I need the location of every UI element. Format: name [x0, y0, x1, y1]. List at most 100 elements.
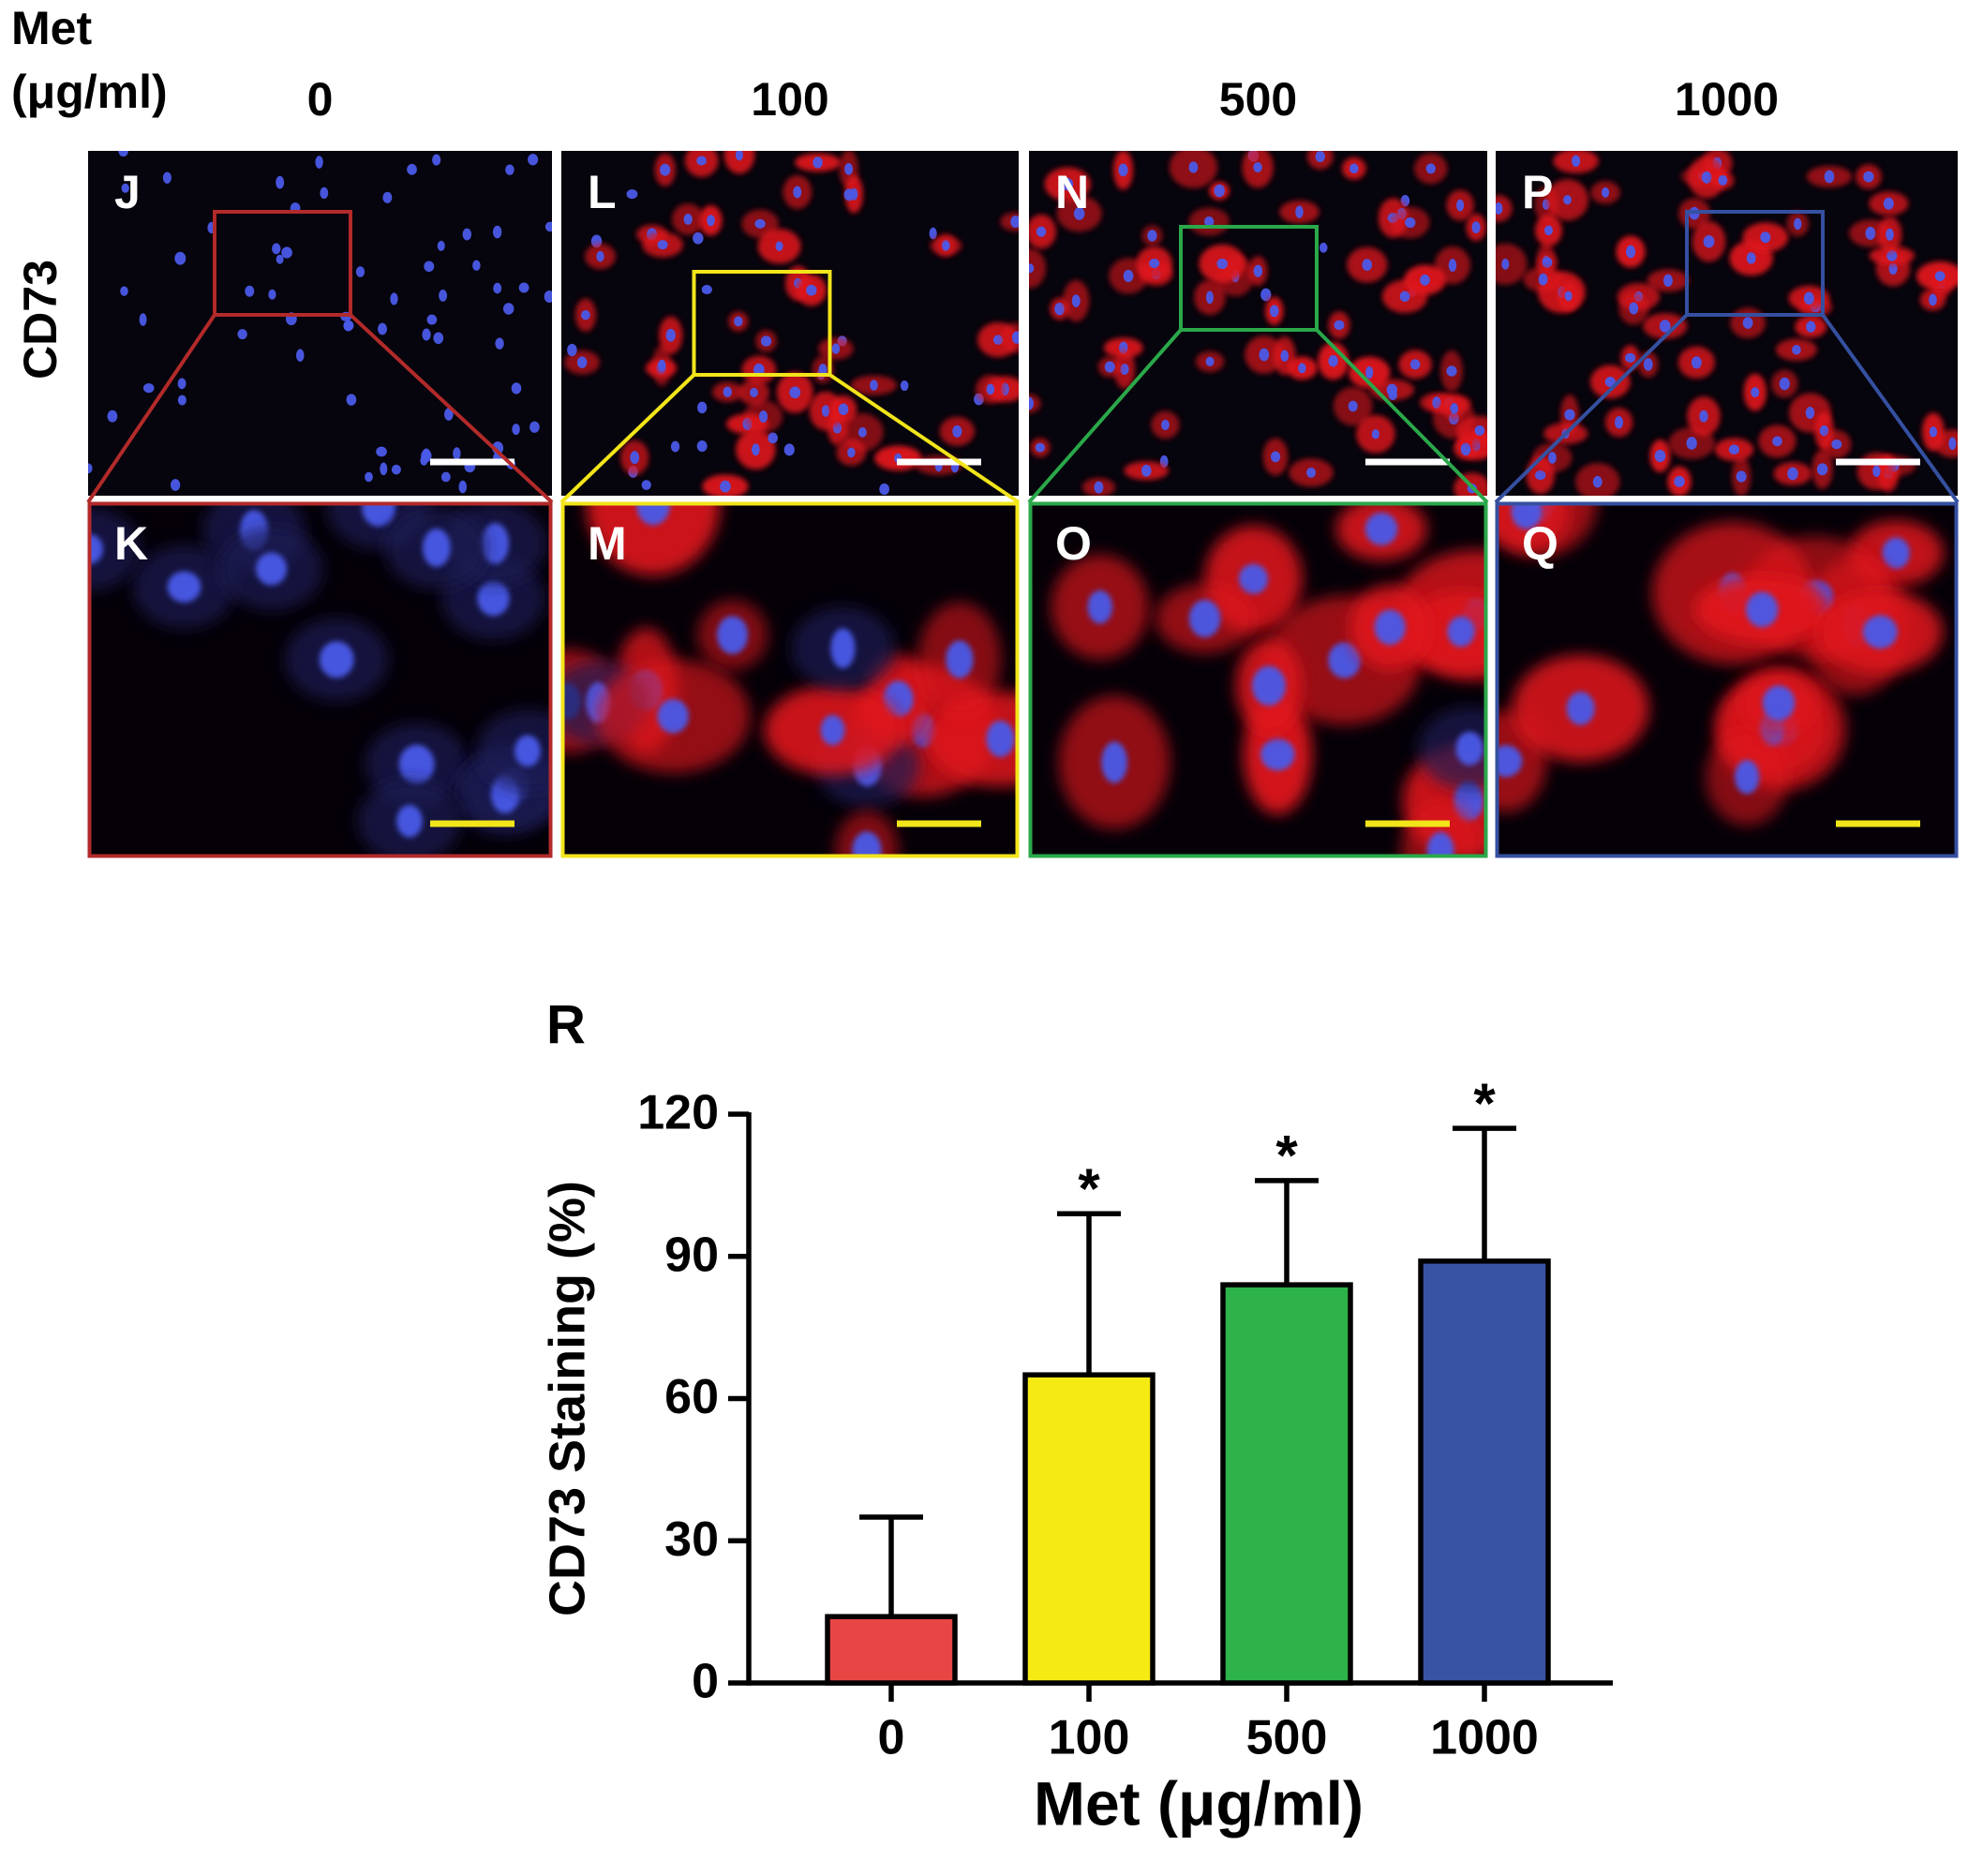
nucleus	[1214, 184, 1225, 198]
nucleus	[1471, 221, 1481, 234]
nucleus	[1362, 259, 1373, 272]
nucleus	[760, 335, 772, 347]
nucleus	[806, 284, 817, 296]
nucleus	[1548, 452, 1557, 464]
nucleus	[1566, 692, 1595, 725]
nucleus	[1745, 591, 1779, 628]
bar	[1418, 1258, 1551, 1686]
nucleus	[665, 328, 676, 342]
stain-label: CD73	[14, 260, 67, 380]
nucleus	[398, 744, 435, 784]
zoom-connector	[828, 373, 1021, 504]
nucleus	[1149, 258, 1160, 269]
zoom-box	[1685, 210, 1825, 317]
nucleus	[1882, 537, 1910, 570]
nucleus	[1626, 245, 1636, 259]
nucleus	[376, 446, 387, 457]
nucleus	[1831, 439, 1842, 450]
nucleus	[758, 410, 768, 424]
nucleus	[1203, 216, 1215, 227]
nucleus	[1511, 502, 1543, 529]
x-tick-label: 100	[1049, 1711, 1130, 1765]
nucleus	[768, 432, 778, 444]
panel-border	[1495, 501, 1959, 858]
panel-label: P	[1522, 166, 1553, 218]
nucleus	[1699, 409, 1708, 423]
nucleus	[1601, 186, 1610, 198]
nucleus	[365, 471, 373, 483]
nucleus	[1104, 361, 1115, 373]
nucleus	[641, 480, 651, 490]
nucleus	[1270, 451, 1281, 463]
nucleus	[1742, 317, 1753, 329]
nucleus	[544, 290, 552, 304]
nucleus	[1886, 249, 1898, 261]
nucleus	[1886, 228, 1894, 241]
nucleus	[512, 424, 520, 436]
cytoplasm	[926, 691, 1019, 787]
cytoplasm	[1455, 416, 1487, 445]
zoom-connector	[1821, 313, 1960, 504]
micrograph: J	[88, 151, 552, 496]
nucleus	[1572, 155, 1581, 168]
nucleus	[1543, 225, 1553, 236]
micrograph-content	[561, 151, 1019, 496]
nucleus	[1036, 226, 1047, 237]
nucleus	[1496, 745, 1523, 778]
x-tick-label: 0	[878, 1711, 905, 1765]
nucleus	[734, 316, 743, 327]
nucleus	[174, 251, 186, 265]
nucleus	[750, 387, 758, 397]
nucleus	[720, 480, 731, 493]
nucleus	[820, 714, 845, 746]
zoom-box	[1179, 225, 1319, 332]
nucleus	[1542, 257, 1553, 268]
nucleus	[900, 380, 909, 392]
dose-header: 100	[751, 73, 828, 126]
zoom-connector	[1027, 328, 1183, 504]
nucleus	[493, 282, 502, 294]
nucleus	[88, 463, 93, 474]
micrograph-content	[1029, 151, 1487, 496]
nucleus	[407, 163, 417, 175]
nucleus	[1260, 288, 1272, 302]
nucleus	[1120, 364, 1129, 375]
micrograph-content	[1496, 502, 1958, 857]
nucleus	[1751, 387, 1760, 398]
significance-mark: *	[1078, 1157, 1100, 1220]
micrograph-content	[1496, 151, 1958, 496]
cytoplasm	[88, 507, 141, 590]
nucleus	[1029, 263, 1035, 274]
nucleus	[1147, 230, 1157, 242]
micrograph: L	[561, 151, 1019, 496]
nucleus	[1364, 513, 1398, 545]
nucleus	[1029, 396, 1035, 410]
nucleus	[390, 292, 398, 305]
nucleus	[1701, 171, 1712, 184]
nucleus	[1101, 741, 1128, 783]
nucleus	[789, 386, 801, 399]
nucleus	[421, 449, 432, 463]
nucleus	[1446, 365, 1457, 377]
nucleus	[775, 241, 783, 251]
nucleus	[276, 175, 285, 189]
nucleus	[696, 156, 708, 166]
nucleus	[1934, 271, 1946, 281]
nucleus	[1806, 320, 1816, 333]
nucleus	[1824, 170, 1835, 184]
nucleus	[697, 401, 708, 414]
nucleus	[1010, 216, 1019, 229]
nucleus	[844, 163, 854, 175]
nucleus	[1426, 831, 1454, 857]
nucleus	[177, 378, 186, 390]
panel-border	[87, 501, 553, 858]
cytoplasm	[1029, 248, 1047, 289]
zoom-connector	[86, 313, 216, 504]
nucleus	[1260, 738, 1295, 771]
nucleus	[1888, 262, 1898, 275]
nucleus	[529, 421, 540, 433]
nucleus	[320, 186, 329, 200]
nucleus	[1592, 475, 1603, 488]
y-tick-label: 120	[637, 1086, 719, 1140]
